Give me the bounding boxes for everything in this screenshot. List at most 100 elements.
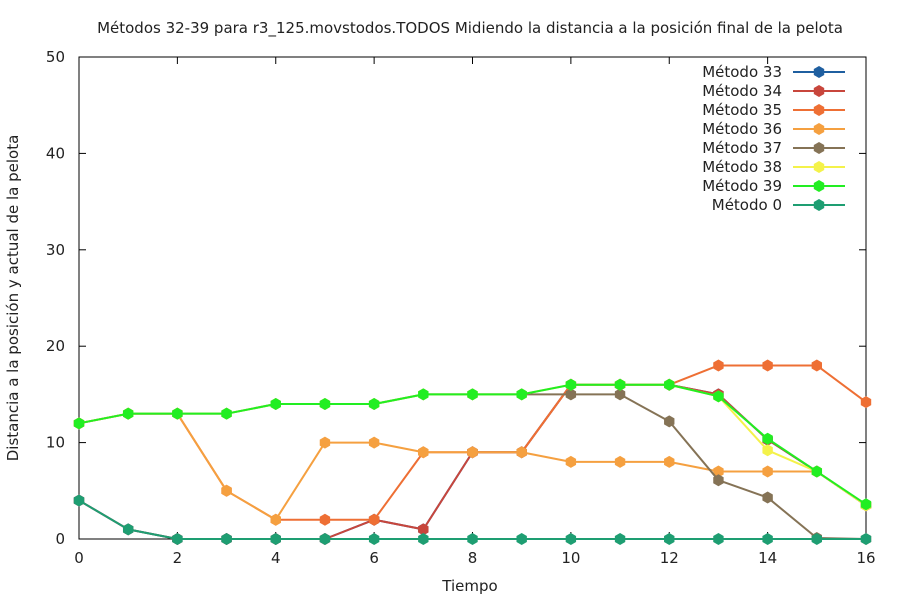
legend-marker xyxy=(813,85,825,97)
y-tick-label: 30 xyxy=(46,241,65,259)
x-tick-label: 12 xyxy=(660,549,679,567)
data-point xyxy=(368,513,380,526)
legend-label: Método 35 xyxy=(702,101,782,119)
y-axis-label: Distancia a la posición y actual de la p… xyxy=(4,135,22,462)
series-4 xyxy=(73,388,872,545)
legend-label: Método 0 xyxy=(712,196,782,214)
x-tick-label: 14 xyxy=(758,549,777,567)
data-point xyxy=(762,465,773,478)
data-point xyxy=(270,398,281,411)
data-point xyxy=(73,494,85,507)
series-line xyxy=(78,383,867,540)
data-point xyxy=(172,533,183,545)
data-point xyxy=(319,533,331,545)
data-point xyxy=(565,378,577,391)
data-point xyxy=(565,533,577,545)
series-0 xyxy=(73,378,872,545)
y-tick-label: 0 xyxy=(55,530,65,548)
data-point xyxy=(368,398,380,411)
data-point xyxy=(713,390,724,403)
data-point xyxy=(221,484,232,497)
legend-label: Método 38 xyxy=(702,158,782,176)
data-point xyxy=(811,533,823,545)
data-point xyxy=(762,432,773,445)
legend-marker xyxy=(813,199,825,211)
data-point xyxy=(467,446,478,459)
data-point xyxy=(270,533,281,545)
legend-marker xyxy=(813,142,825,154)
x-tick-label: 8 xyxy=(468,549,478,567)
data-point xyxy=(860,533,872,545)
data-point xyxy=(122,407,134,420)
data-point xyxy=(713,474,724,487)
data-point xyxy=(664,455,675,468)
series-1 xyxy=(73,378,872,545)
x-axis: 0 2 4 6 8 10 12 14 16 xyxy=(74,57,876,567)
series-line xyxy=(78,393,867,540)
data-point xyxy=(614,378,626,391)
chart-title: Métodos 32-39 para r3_125.movstodos.TODO… xyxy=(97,19,843,38)
series-3 xyxy=(73,407,872,526)
legend-label: Método 36 xyxy=(702,120,782,138)
data-point xyxy=(319,513,331,526)
data-point xyxy=(516,388,527,401)
data-point xyxy=(418,533,429,545)
data-point xyxy=(172,407,183,420)
data-point xyxy=(614,455,626,468)
legend-label: Método 34 xyxy=(702,82,782,100)
data-point xyxy=(270,513,281,526)
data-point xyxy=(516,446,527,459)
data-point xyxy=(565,455,577,468)
legend-label: Método 39 xyxy=(702,177,782,195)
y-axis: 0 10 20 30 40 50 xyxy=(46,48,866,548)
data-point xyxy=(860,396,872,409)
data-point xyxy=(811,359,823,372)
data-point xyxy=(319,398,331,411)
data-point xyxy=(467,533,478,545)
data-point xyxy=(516,533,527,545)
x-tick-label: 16 xyxy=(856,549,875,567)
data-point xyxy=(664,378,675,391)
data-point xyxy=(418,446,429,459)
series-layer xyxy=(73,359,872,545)
data-point xyxy=(614,388,626,401)
x-tick-label: 4 xyxy=(271,549,281,567)
data-point xyxy=(565,388,577,401)
y-tick-label: 50 xyxy=(46,48,65,66)
data-point xyxy=(762,359,773,372)
data-point xyxy=(614,533,626,545)
data-point xyxy=(418,388,429,401)
data-point xyxy=(122,523,134,536)
legend-marker xyxy=(813,161,825,173)
data-point xyxy=(467,388,478,401)
series-6 xyxy=(73,378,872,511)
x-tick-label: 10 xyxy=(561,549,580,567)
x-axis-label: Tiempo xyxy=(441,577,497,595)
data-point xyxy=(762,533,773,545)
data-point xyxy=(418,523,429,536)
legend-label: Método 33 xyxy=(702,63,782,81)
legend-label: Método 37 xyxy=(702,139,782,157)
series-2 xyxy=(73,359,872,526)
data-point xyxy=(319,436,331,449)
data-point xyxy=(713,465,724,478)
y-tick-label: 10 xyxy=(46,434,65,452)
data-point xyxy=(221,533,232,545)
data-point xyxy=(73,417,85,430)
data-point xyxy=(762,491,773,504)
legend-marker xyxy=(813,104,825,116)
data-point xyxy=(811,465,823,478)
data-point xyxy=(368,436,380,449)
data-point xyxy=(860,498,872,511)
y-tick-label: 40 xyxy=(46,144,65,162)
legend-marker xyxy=(813,123,825,135)
data-point xyxy=(762,444,773,457)
data-point xyxy=(713,533,724,545)
data-point xyxy=(368,533,380,545)
x-tick-label: 2 xyxy=(173,549,183,567)
y-tick-label: 20 xyxy=(46,337,65,355)
x-tick-label: 0 xyxy=(74,549,84,567)
data-point xyxy=(664,533,675,545)
